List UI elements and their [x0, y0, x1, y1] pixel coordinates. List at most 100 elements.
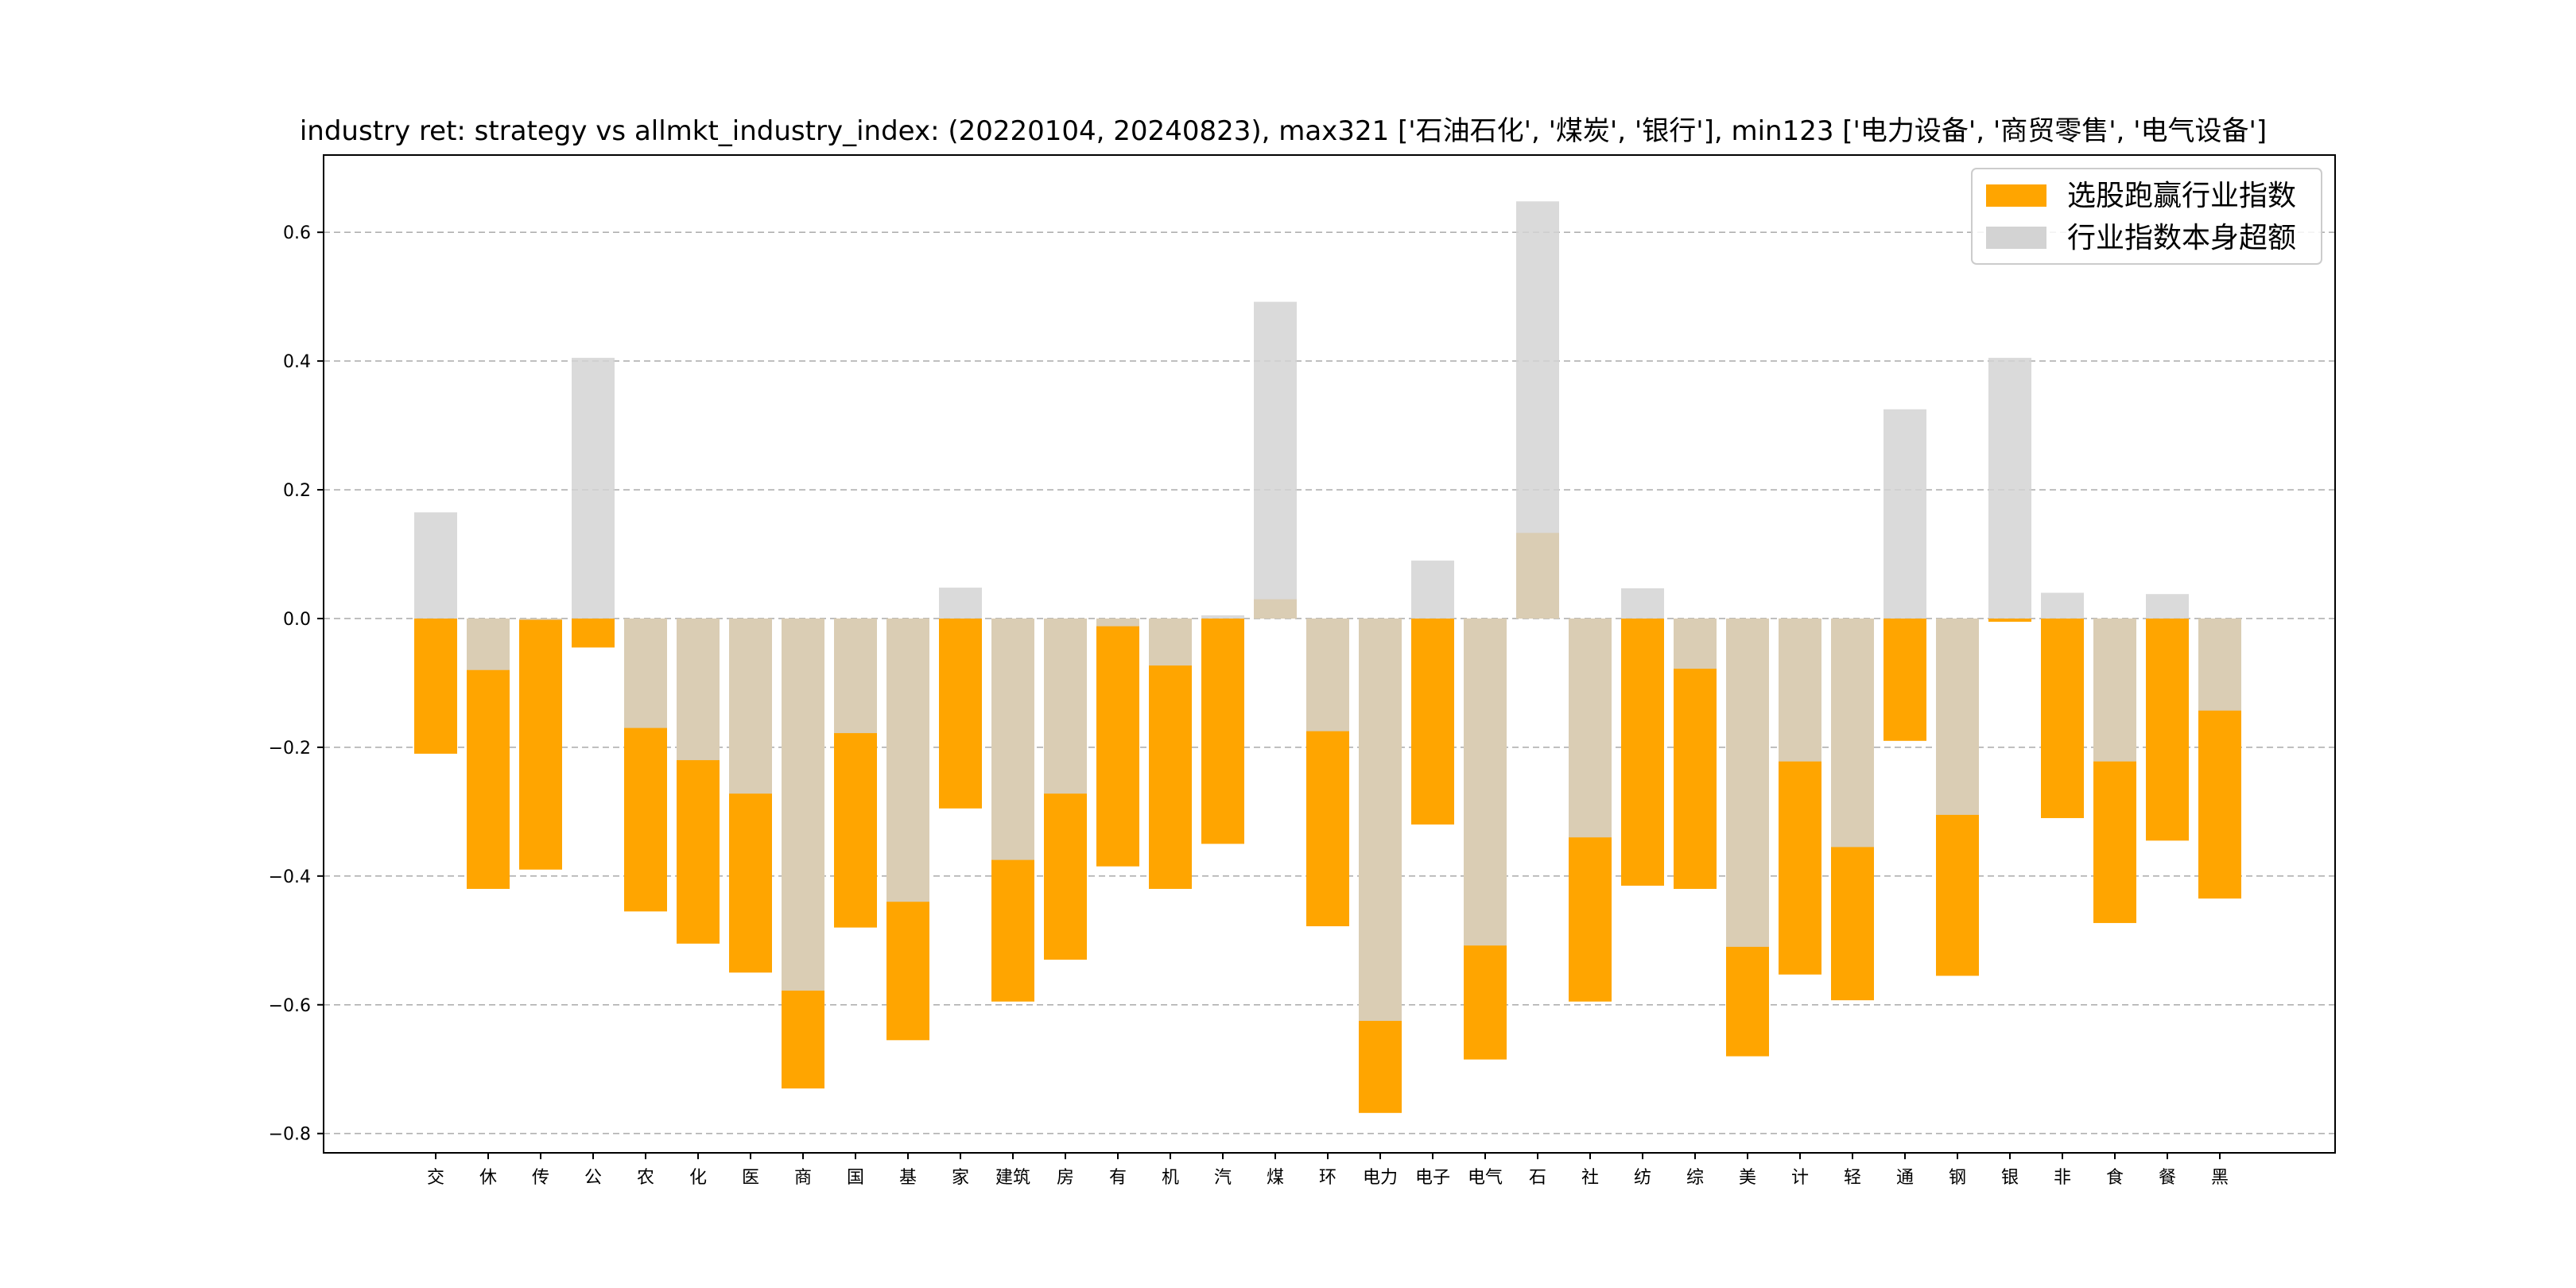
bar-index-22	[1569, 618, 1612, 838]
bar-strategy-0	[414, 618, 457, 754]
x-tick-label: 基	[899, 1168, 917, 1188]
bar-index-33	[2146, 594, 2189, 619]
bar-strategy-10	[939, 618, 982, 809]
bar-index-14	[1149, 618, 1192, 666]
y-tick-label: 0.0	[283, 610, 311, 630]
bar-index-5	[677, 618, 720, 761]
bar-index-12	[1044, 618, 1087, 794]
bar-strategy-28	[1884, 618, 1926, 741]
x-tick-label: 食	[2106, 1168, 2124, 1188]
legend-box	[1971, 168, 2322, 265]
x-tick-label: 钢	[1949, 1168, 1966, 1188]
x-tick-label: 美	[1739, 1168, 1756, 1188]
bar-index-26	[1779, 618, 1821, 762]
bar-index-20	[1464, 618, 1507, 946]
bar-index-24	[1674, 618, 1717, 669]
bar-index-21	[1516, 201, 1559, 619]
legend-swatch-index	[1986, 227, 2046, 249]
x-tick-label: 医	[742, 1168, 759, 1188]
bar-index-18	[1359, 618, 1402, 1022]
chart-title: industry ret: strategy vs allmkt_industr…	[300, 115, 2267, 147]
x-tick-label: 房	[1057, 1168, 1074, 1188]
x-tick-label: 化	[689, 1168, 707, 1188]
legend-label-index: 行业指数本身超额	[2067, 222, 2296, 254]
y-tick-label: −0.6	[269, 996, 311, 1016]
bar-index-27	[1831, 618, 1874, 848]
bar-strategy-31	[2041, 618, 2084, 818]
x-tick-label: 家	[952, 1168, 969, 1188]
x-tick-label: 传	[532, 1168, 549, 1188]
bar-strategy-3	[572, 618, 615, 648]
bar-index-34	[2198, 618, 2241, 711]
x-tick-label: 公	[584, 1168, 602, 1188]
bar-index-31	[2041, 592, 2084, 619]
x-tick-label: 农	[637, 1168, 654, 1188]
x-tick-label: 黑	[2211, 1168, 2229, 1188]
x-tick-label: 有	[1109, 1168, 1127, 1188]
axis-ticks: −0.8 −0.6 −0.4 −0.2 0.0 0.2 0.4 0.6 交 休 传 公 农 化 医 商 国 基 家 建…	[269, 223, 2229, 1188]
bar-index-0	[414, 512, 457, 619]
y-tick-label: −0.8	[269, 1125, 311, 1145]
x-tick-label: 计	[1791, 1168, 1809, 1188]
legend-swatch-strategy	[1986, 184, 2046, 207]
y-tick-label: −0.4	[269, 867, 311, 887]
x-tick-label: 建筑	[995, 1168, 1030, 1188]
legend-label-strategy: 选股跑赢行业指数	[2067, 180, 2296, 212]
x-tick-label: 机	[1162, 1168, 1179, 1188]
x-tick-label: 轻	[1844, 1168, 1861, 1188]
bar-index-2	[519, 618, 562, 620]
y-tick-label: −0.2	[269, 739, 311, 758]
bar-strategy-15	[1201, 618, 1244, 844]
bar-index-30	[1988, 358, 2031, 619]
bar-index-3	[572, 358, 615, 619]
x-tick-label: 商	[794, 1168, 812, 1188]
y-tick-label: 0.2	[283, 481, 311, 501]
bar-index-29	[1936, 618, 1979, 815]
x-tick-label: 电力	[1363, 1168, 1398, 1188]
bars	[414, 201, 2241, 1113]
x-tick-label: 餐	[2159, 1168, 2176, 1188]
bar-strategy-33	[2146, 618, 2189, 841]
x-tick-label: 环	[1319, 1168, 1336, 1188]
x-tick-label: 煤	[1267, 1168, 1284, 1188]
bar-index-10	[939, 588, 982, 619]
x-tick-label: 非	[2054, 1168, 2071, 1188]
legend: 选股跑赢行业指数 行业指数本身超额	[1971, 168, 2322, 265]
x-tick-label: 电子	[1415, 1168, 1450, 1188]
bar-index-23	[1621, 588, 1664, 619]
x-tick-label: 综	[1686, 1168, 1704, 1188]
axes-frame	[323, 154, 2336, 1154]
bar-index-16	[1254, 301, 1297, 619]
x-tick-label: 纺	[1634, 1168, 1651, 1188]
x-tick-label: 石	[1529, 1168, 1546, 1188]
bar-strategy-2	[519, 618, 562, 870]
bar-index-32	[2093, 618, 2136, 762]
bar-index-7	[782, 618, 824, 991]
bar-strategy-19	[1411, 618, 1454, 825]
bar-index-4	[624, 618, 667, 728]
bar-index-9	[886, 618, 929, 902]
x-tick-label: 交	[427, 1168, 444, 1188]
y-tick-label: 0.4	[283, 352, 311, 372]
bar-index-6	[729, 618, 772, 794]
x-tick-label: 银	[2001, 1168, 2019, 1188]
bar-index-28	[1884, 409, 1926, 619]
y-tick-label: 0.6	[283, 223, 311, 243]
bar-strategy-13	[1096, 618, 1139, 867]
x-tick-label: 社	[1581, 1168, 1599, 1188]
x-tick-label: 电气	[1468, 1168, 1503, 1188]
bar-index-11	[991, 618, 1034, 860]
bar-index-8	[834, 618, 877, 734]
bar-index-15	[1201, 615, 1244, 619]
bar-index-25	[1726, 618, 1769, 947]
bar-strategy-23	[1621, 618, 1664, 886]
bar-index-13	[1096, 618, 1139, 627]
bar-index-17	[1306, 618, 1349, 731]
x-tick-label: 休	[479, 1168, 497, 1188]
x-tick-label: 汽	[1214, 1168, 1232, 1188]
bar-index-1	[467, 618, 510, 670]
x-tick-label: 国	[847, 1168, 864, 1188]
bar-strategy-30	[1988, 618, 2031, 623]
x-tick-label: 通	[1896, 1168, 1914, 1188]
